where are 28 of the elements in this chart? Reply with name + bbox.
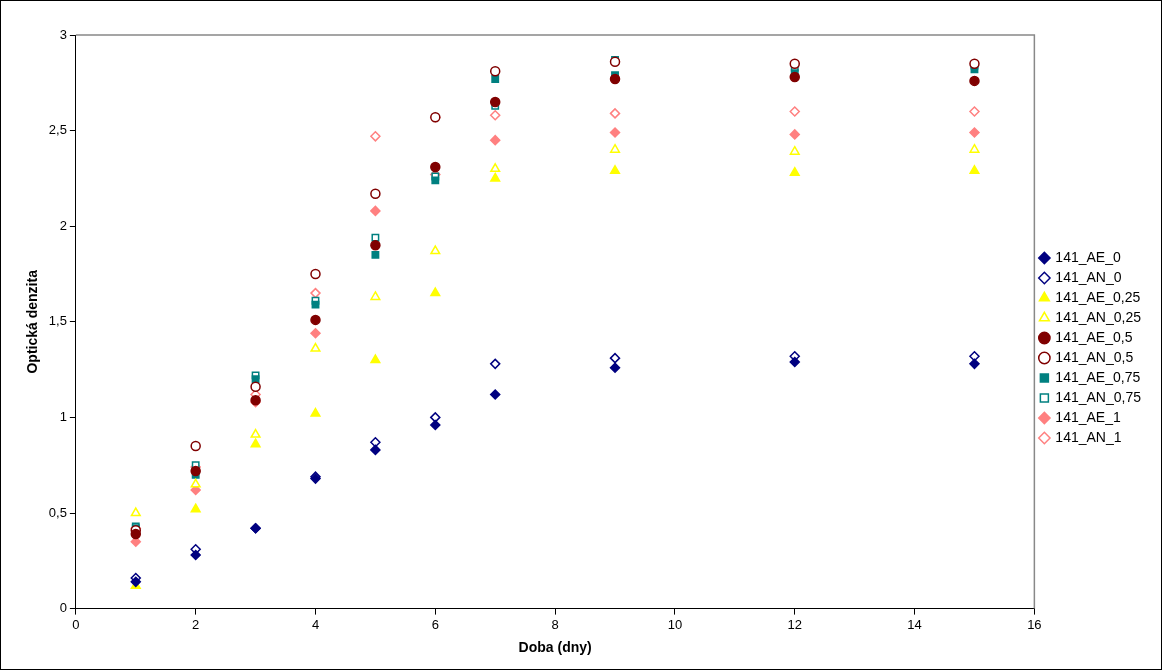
y-tick-label: 0 <box>59 600 67 616</box>
x-tick-label: 0 <box>72 616 80 632</box>
legend-label: 141_AN_0,5 <box>1055 348 1134 365</box>
y-tick-label: 1,5 <box>48 313 67 329</box>
y-axis-title: Optická denzita <box>24 269 41 374</box>
x-tick-label: 12 <box>787 616 802 632</box>
legend-label: 141_AN_1 <box>1055 428 1122 445</box>
legend-label: 141_AE_1 <box>1055 408 1121 425</box>
y-tick-label: 2 <box>59 217 67 233</box>
y-tick-label: 3 <box>59 26 67 42</box>
x-tick-label: 6 <box>431 616 439 632</box>
x-axis-title: Doba (dny) <box>518 639 592 656</box>
legend-label: 141_AN_0,75 <box>1055 388 1142 405</box>
x-tick-label: 8 <box>551 616 559 632</box>
y-tick-label: 1 <box>59 408 67 424</box>
legend-label: 141_AE_0,25 <box>1055 288 1141 305</box>
x-tick-label: 14 <box>907 616 922 632</box>
x-tick-label: 16 <box>1027 616 1042 632</box>
x-tick-label: 10 <box>667 616 683 632</box>
legend-label: 141_AE_0 <box>1055 248 1121 265</box>
y-tick-label: 0,5 <box>48 504 67 520</box>
x-tick-label: 4 <box>311 616 320 632</box>
legend-label: 141_AE_0,5 <box>1055 328 1133 345</box>
legend-label: 141_AN_0,25 <box>1055 308 1142 325</box>
legend-label: 141_AN_0 <box>1055 268 1122 285</box>
y-tick-label: 2,5 <box>48 122 67 138</box>
x-tick-label: 2 <box>192 616 200 632</box>
legend-label: 141_AE_0,75 <box>1055 368 1141 385</box>
